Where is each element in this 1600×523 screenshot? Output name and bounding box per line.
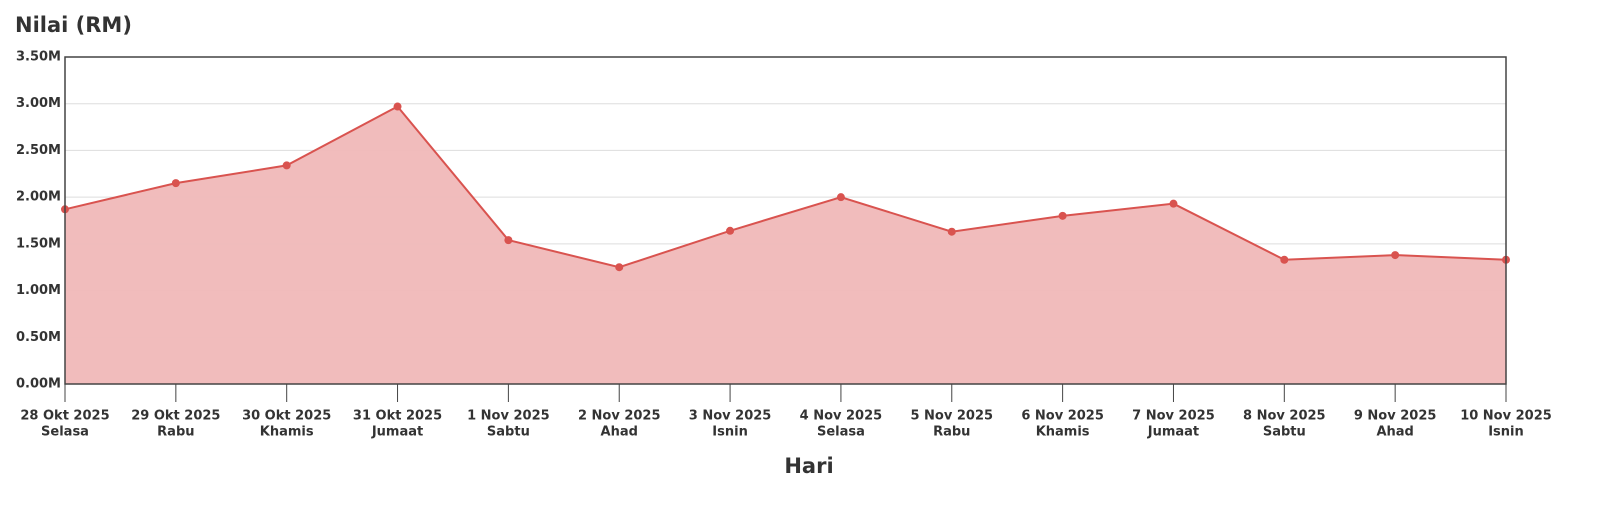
x-tick-sublabel: Sabtu [487,425,530,440]
point [1169,199,1178,208]
point [947,227,956,236]
x-tick-sublabel: Selasa [817,425,865,440]
y-tick-label: 3.00M [16,96,61,111]
line [64,105,1507,269]
x-tick-label: 31 Okt 2025 [353,409,442,424]
point [393,102,402,111]
x-tick-sublabel: Sabtu [1263,425,1306,440]
area-fill [65,106,1506,384]
x-tick-sublabel: Khamis [1036,425,1090,440]
y-tick-label: 1.00M [16,283,61,298]
x-tick-sublabel: Rabu [933,425,970,440]
point [615,263,624,272]
x-tick-label: 6 Nov 2025 [1021,409,1104,424]
x-tick-sublabel: Isnin [712,425,748,440]
x-tick-label: 4 Nov 2025 [800,409,883,424]
x-tick-label: 1 Nov 2025 [467,409,550,424]
x-tick-label: 9 Nov 2025 [1354,409,1437,424]
x-tick-sublabel: Jumaat [371,425,423,440]
point [282,161,291,170]
x-tick-sublabel: Khamis [260,425,314,440]
y-tick-label: 0.00M [16,377,61,392]
x-tick-label: 10 Nov 2025 [1460,409,1552,424]
point [726,226,735,235]
point [1280,255,1289,264]
x-tick-sublabel: Selasa [41,425,89,440]
point [1391,251,1400,260]
y-tick-label: 2.00M [16,190,61,205]
point [1058,211,1067,220]
x-tick-sublabel: Ahad [1376,425,1413,440]
point [504,236,513,245]
y-tick-label: 1.50M [16,236,61,251]
y-tick-label: 2.50M [16,143,61,158]
x-tick-sublabel: Ahad [601,425,638,440]
plot-border [64,56,1507,385]
x-tick-label: 28 Okt 2025 [20,409,109,424]
chart-title: Nilai (RM) [15,13,132,37]
x-tick-sublabel: Rabu [157,425,194,440]
point [836,193,845,202]
x-tick-label: 3 Nov 2025 [689,409,772,424]
point [171,179,180,188]
x-tick-label: 2 Nov 2025 [578,409,661,424]
y-tick-label: 0.50M [16,330,61,345]
x-tick-label: 7 Nov 2025 [1132,409,1215,424]
x-axis-label: Hari [784,454,833,478]
x-tick-sublabel: Jumaat [1147,425,1199,440]
y-tick-label: 3.50M [16,50,61,65]
x-tick-label: 30 Okt 2025 [242,409,331,424]
x-tick-label: 5 Nov 2025 [910,409,993,424]
x-tick-label: 29 Okt 2025 [131,409,220,424]
x-tick-label: 8 Nov 2025 [1243,409,1326,424]
x-tick-sublabel: Isnin [1488,425,1524,440]
